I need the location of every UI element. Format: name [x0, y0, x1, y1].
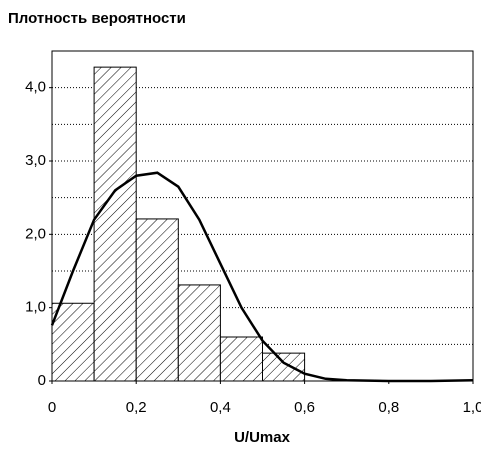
x-tick-label: 0,8: [378, 399, 399, 416]
x-axis-label: U/Umax: [234, 429, 291, 446]
x-tick-label: 0,2: [126, 399, 147, 416]
histogram-bar: [135, 218, 179, 382]
y-tick-label: 3,0: [25, 152, 46, 169]
x-tick-label: 1,0: [463, 399, 481, 416]
y-tick-label: 4,0: [25, 79, 46, 96]
y-tick-label: 1,0: [25, 299, 46, 316]
histogram-bar: [262, 352, 306, 382]
x-tick-label: 0,6: [294, 399, 315, 416]
histogram-bar: [177, 284, 221, 382]
y-tick-label: 0: [38, 372, 46, 389]
plot-frame: [51, 50, 474, 382]
x-tick-label: 0: [48, 399, 56, 416]
histogram-bar: [93, 66, 137, 382]
x-tick-label: 0,4: [210, 399, 231, 416]
y-tick-label: 2,0: [25, 225, 46, 242]
density-curve: [50, 171, 474, 383]
histogram-bar: [51, 302, 95, 382]
chart-title: Плотность вероятности: [8, 10, 186, 27]
histogram-bar: [219, 336, 263, 382]
